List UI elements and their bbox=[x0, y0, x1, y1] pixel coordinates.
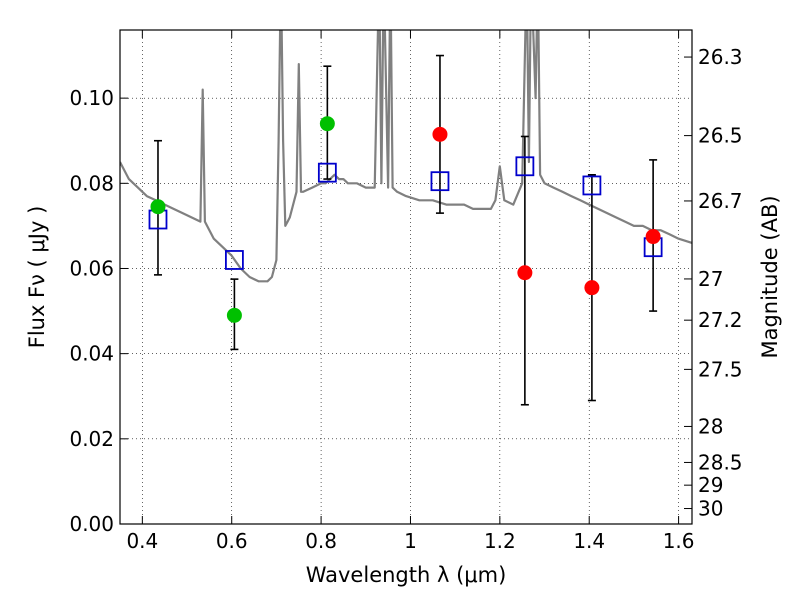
model-square bbox=[582, 175, 602, 196]
magnitude-tick-label: 28.5 bbox=[698, 450, 743, 474]
x-tick-label: 1 bbox=[404, 529, 417, 553]
y-tick-label: 0.10 bbox=[69, 86, 114, 110]
x-tick-label: 1.2 bbox=[484, 529, 516, 553]
nir-point bbox=[432, 126, 448, 142]
model-square bbox=[317, 162, 337, 183]
optical-point bbox=[319, 116, 335, 132]
sed-template-line bbox=[120, 30, 692, 283]
plot-frame bbox=[119, 29, 693, 525]
magnitude-tick-label: 27.5 bbox=[698, 357, 743, 381]
x-tick-label: 0.4 bbox=[126, 529, 158, 553]
x-tick-label: 1.4 bbox=[573, 529, 605, 553]
x-tick-label: 1.6 bbox=[663, 529, 695, 553]
magnitude-axis-title: Magnitude (AB) bbox=[758, 195, 782, 358]
model-square bbox=[430, 171, 450, 192]
magnitude-tick-label: 28 bbox=[698, 414, 723, 438]
plot-area bbox=[120, 30, 692, 283]
magnitude-tick-label: 26.7 bbox=[698, 189, 743, 213]
y-tick-label: 0.04 bbox=[69, 342, 114, 366]
x-axis-title: Wavelength λ (μm) bbox=[306, 563, 507, 587]
magnitude-tick-label: 29 bbox=[698, 473, 723, 497]
magnitude-tick-label: 27.2 bbox=[698, 308, 743, 332]
grid bbox=[120, 30, 692, 524]
data-points bbox=[148, 54, 663, 406]
nir-point bbox=[517, 265, 533, 281]
axes: 0.4 0.6 0.8 1 1.2 1.4 1.6 0.00 0.02 0.04 0.06 0.08 0… bbox=[69, 30, 743, 553]
optical-point bbox=[226, 307, 242, 323]
magnitude-tick-label: 26.3 bbox=[698, 45, 743, 69]
model-square bbox=[224, 250, 244, 270]
magnitude-tick-label: 26.5 bbox=[698, 124, 743, 148]
nir-point bbox=[645, 229, 661, 245]
optical-point bbox=[150, 199, 166, 215]
y-tick-label: 0.08 bbox=[69, 171, 114, 195]
y-axis-title: Flux Fν ( μJy ) bbox=[25, 206, 49, 349]
magnitude-tick-label: 27 bbox=[698, 267, 723, 291]
y-tick-label: 0.00 bbox=[69, 512, 114, 536]
x-tick-label: 0.6 bbox=[216, 529, 248, 553]
y-tick-label: 0.06 bbox=[69, 256, 114, 280]
model-square bbox=[515, 156, 535, 177]
magnitude-tick-label: 30 bbox=[698, 497, 723, 521]
y-tick-label: 0.02 bbox=[69, 427, 114, 451]
x-tick-label: 0.8 bbox=[305, 529, 337, 553]
nir-point bbox=[584, 280, 600, 296]
